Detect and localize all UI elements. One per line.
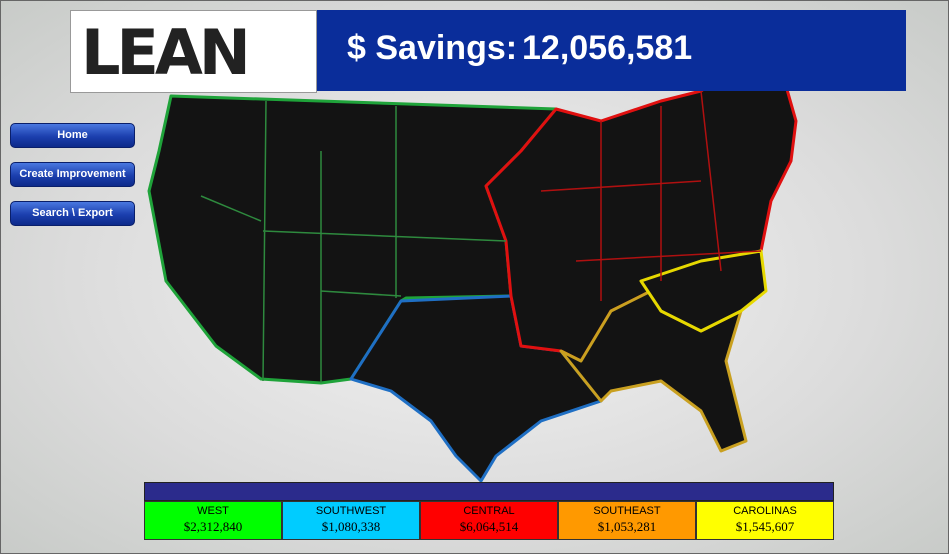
home-button[interactable]: Home (10, 123, 135, 148)
region-value: $2,312,840 (183, 519, 243, 534)
table-header (144, 482, 834, 501)
region-value: $1,080,338 (321, 519, 381, 534)
search-button[interactable]: Search \ Export (10, 201, 135, 226)
region-name: CAROLINAS (733, 505, 797, 517)
state-lines (200, 100, 507, 383)
savings-total: 12,056,581 (522, 29, 693, 67)
region-name: WEST (197, 505, 229, 517)
region-value: $1,545,607 (735, 519, 795, 534)
region-value: $6,064,514 (459, 519, 519, 534)
logo: LEAN (70, 10, 317, 93)
region-cell: CAROLINAS $1,545,607 (696, 501, 834, 540)
region-cell: SOUTHWEST $1,080,338 (282, 501, 420, 540)
region-table: WEST $2,312,840 SOUTHWEST $1,080,338 CENTR… (144, 482, 834, 540)
savings-banner: $ Savings: 12,056,581 (317, 10, 906, 91)
table-row: WEST $2,312,840 SOUTHWEST $1,080,338 CENTR… (144, 501, 834, 540)
region-cell: CENTRAL $6,064,514 (420, 501, 558, 540)
savings-label: $ Savings: (347, 29, 518, 67)
region-name: CENTRAL (463, 505, 515, 517)
region-cell: SOUTHEAST $1,053,281 (558, 501, 696, 540)
region-value: $1,053,281 (597, 519, 657, 534)
region-cell: WEST $2,312,840 (144, 501, 282, 540)
carolinas-region[interactable] (639, 249, 768, 333)
region-name: SOUTHWEST (315, 505, 387, 517)
create-button[interactable]: Create Improvement (10, 162, 135, 187)
state-lines (540, 90, 762, 301)
region-name: SOUTHEAST (593, 505, 661, 517)
